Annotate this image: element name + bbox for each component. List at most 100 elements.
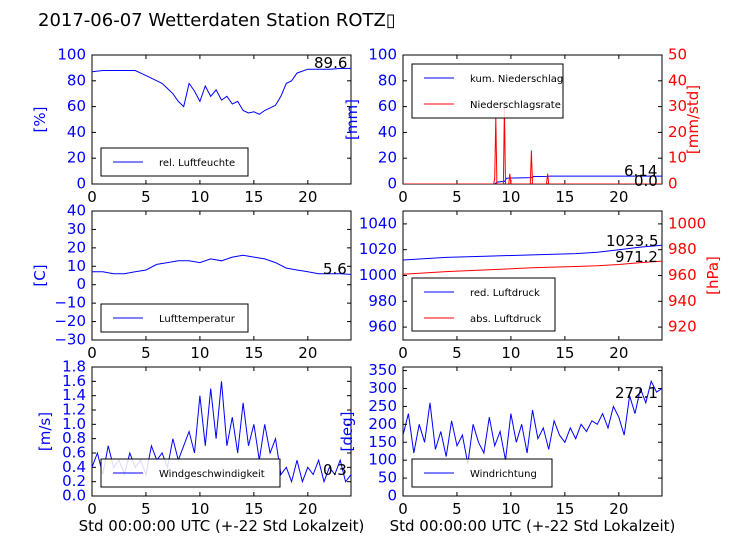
chart-title: 2017-06-07 Wetterdaten Station ROTZ▯ [38,10,396,31]
y-tick-label: 960 [368,318,397,336]
y-right-tick-label: 0 [668,175,678,193]
y-tick-label: 1000 [359,266,397,284]
x-tick-label: 5 [141,344,151,362]
legend-label: red. Luftdruck [470,288,540,299]
y-right-tick-label: 10 [668,149,687,167]
y-right-tick-label: 40 [668,71,687,89]
y-tick-label: 100 [57,46,86,64]
legend-box [411,277,556,332]
chart-panel-4: 0 5 10 15 20 960 980 1000 1020 1040 920 940 960 980 10… [359,210,722,362]
legend-label: Niederschlagsrate [470,100,561,111]
y-tick-label: 10 [67,257,86,275]
y-tick-label: 20 [378,149,397,167]
chart-panel-5: 0 5 10 15 20 0.00.20.40.60.81.01.21.41.61.8 [m… [36,358,364,536]
legend-label: rel. Luftfeuchte [159,158,235,169]
y-axis-label: [mm] [343,99,361,140]
y-tick-label: 20 [67,149,86,167]
y-tick-label: 80 [67,71,86,89]
last-value-label: 89.6 [314,54,347,72]
y-axis-label: [C] [31,264,49,286]
y-tick-label: 30 [67,220,86,238]
series-line-windrichtung [403,379,662,464]
y-axis-label: [m/s] [36,412,54,451]
y-tick-label: 100 [368,46,397,64]
x-tick-label: 0 [87,188,97,206]
x-tick-label: 15 [244,500,263,518]
series-line-kum-niederschlag [403,175,662,184]
y-tick-label: 0 [387,175,397,193]
x-tick-label: 10 [190,188,209,206]
y-tick-label: 350 [368,361,397,379]
series-line-red-luftdruck [403,244,662,261]
x-tick-label: 5 [141,500,151,518]
y-right-tick-label: 980 [668,240,697,258]
y-tick-label: 60 [67,97,86,115]
last-value-label: 1023.5 [606,232,659,250]
y-tick-label: 0.6 [62,444,86,462]
series-line-niederschlagsrate [403,106,662,184]
y-right-tick-label: 20 [668,123,687,141]
y-tick-label: 0.2 [62,472,86,490]
y-tick-label: 0 [76,275,86,293]
y-tick-label: 1040 [359,214,397,232]
x-tick-label: 0 [87,344,97,362]
y-tick-label: 1.4 [62,386,86,404]
last-value-label: 971.2 [615,248,658,266]
last-value-label: 0.0 [634,172,658,190]
y-tick-label: −30 [54,331,86,349]
plot-frame [402,366,663,497]
plot-frame [91,54,352,185]
last-value-label: 6.14 [624,162,657,180]
x-tick-label: 10 [190,344,209,362]
y-tick-label: 0 [76,175,86,193]
x-tick-label: 10 [190,500,209,518]
y-tick-label: 1.8 [62,358,86,376]
legend-label: abs. Luftdruck [470,314,541,325]
x-tick-label: 15 [555,500,574,518]
y-right-axis-label: [mm/std] [684,85,702,154]
series-line-rel-luftfeuchte [92,67,351,115]
y-right-tick-label: 920 [668,318,697,336]
y-tick-label: −10 [54,294,86,312]
x-tick-label: 5 [452,344,462,362]
y-right-tick-label: 50 [668,46,687,64]
legend-label: kum. Niederschlag [470,74,563,85]
x-tick-label: 20 [298,500,317,518]
y-tick-label: 40 [67,202,86,220]
y-tick-label: 40 [378,123,397,141]
y-right-tick-label: 1000 [668,214,706,232]
series-line-lufttemperatur [92,254,351,275]
x-tick-label: 5 [452,188,462,206]
y-tick-label: 1.2 [62,401,86,419]
legend-label: Windgeschwindigkeit [159,469,265,480]
y-right-tick-label: 30 [668,97,687,115]
x-tick-label: 0 [87,500,97,518]
x-tick-label: 20 [298,344,317,362]
chart-panel-3: 0 5 10 15 20−30−20−10010203040[C]Lufttempera… [31,202,352,362]
x-tick-label: 0 [398,500,408,518]
x-tick-label: 15 [555,344,574,362]
x-axis-label: Std 00:00:00 UTC (+-22 Std Lokalzeit) [390,517,676,535]
x-axis-label: Std 00:00:00 UTC (+-22 Std Lokalzeit) [79,517,365,535]
x-tick-label: 20 [298,188,317,206]
y-right-tick-label: 960 [668,266,697,284]
legend-label: Windrichtung [470,469,537,480]
last-value-label: 0.3 [323,461,347,479]
y-tick-label: 100 [368,451,397,469]
y-tick-label: 60 [378,97,397,115]
y-right-tick-label: 940 [668,292,697,310]
y-axis-label: [deg] [338,412,356,452]
y-tick-label: 0.4 [62,458,86,476]
y-tick-label: 0 [387,487,397,505]
x-tick-label: 5 [452,500,462,518]
y-tick-label: 0.0 [62,487,86,505]
y-tick-label: 980 [368,292,397,310]
y-right-axis-label: [hPa] [704,256,722,295]
y-tick-label: 200 [368,415,397,433]
x-tick-label: 10 [501,188,520,206]
x-tick-label: 0 [398,344,408,362]
x-tick-label: 20 [609,344,628,362]
y-tick-label: 250 [368,397,397,415]
y-tick-label: 300 [368,379,397,397]
